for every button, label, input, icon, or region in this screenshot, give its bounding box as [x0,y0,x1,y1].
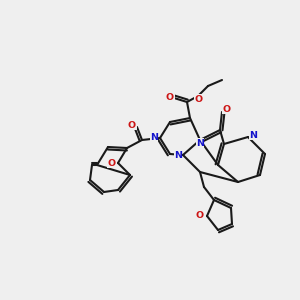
Text: N: N [249,130,257,140]
Text: O: O [195,94,203,103]
Text: O: O [108,158,116,167]
Text: O: O [196,212,204,220]
Text: N: N [174,151,182,160]
Text: N: N [196,139,204,148]
Text: O: O [128,121,136,130]
Text: O: O [223,104,231,113]
Text: O: O [166,94,174,103]
Text: N: N [150,134,158,142]
